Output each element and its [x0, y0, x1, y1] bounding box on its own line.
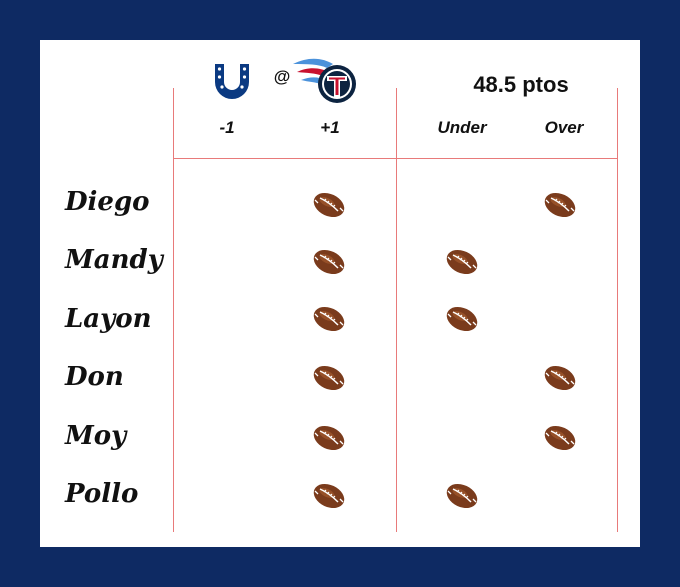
- football-icon: [311, 247, 347, 275]
- grid-line-middle-overlay: [396, 88, 397, 532]
- football-icon: [444, 247, 480, 275]
- football-icon: [311, 481, 347, 509]
- player-name: Moy: [65, 421, 127, 451]
- column-header-minus-one: -1: [219, 118, 235, 137]
- football-icon: [311, 423, 347, 451]
- column-header-over: Over: [544, 118, 584, 137]
- player-name: Pollo: [65, 479, 139, 509]
- matchup-separator: @: [273, 67, 291, 86]
- picks-board: [40, 40, 640, 547]
- titans-logo-icon: [293, 58, 356, 103]
- column-header-plus-one: +1: [320, 118, 340, 137]
- grid-line-right-overlay: [617, 88, 618, 532]
- football-icon: [542, 363, 578, 391]
- player-name: Layon: [65, 304, 152, 334]
- player-name: Mandy: [65, 245, 163, 275]
- header-divider-overlay: [173, 158, 618, 159]
- grid-line-left-overlay: [173, 88, 174, 532]
- player-name: Diego: [65, 187, 150, 217]
- football-icon: [311, 304, 347, 332]
- column-header-under: Under: [437, 118, 487, 137]
- football-icon: [311, 190, 347, 218]
- player-name: Don: [65, 362, 124, 392]
- football-icon: [542, 190, 578, 218]
- colts-horseshoe-icon: [215, 64, 249, 99]
- football-icon: [311, 363, 347, 391]
- football-icon: [542, 423, 578, 451]
- football-icon: [444, 304, 480, 332]
- over-under-total: 48.5 ptos: [473, 72, 569, 97]
- football-icon: [444, 481, 480, 509]
